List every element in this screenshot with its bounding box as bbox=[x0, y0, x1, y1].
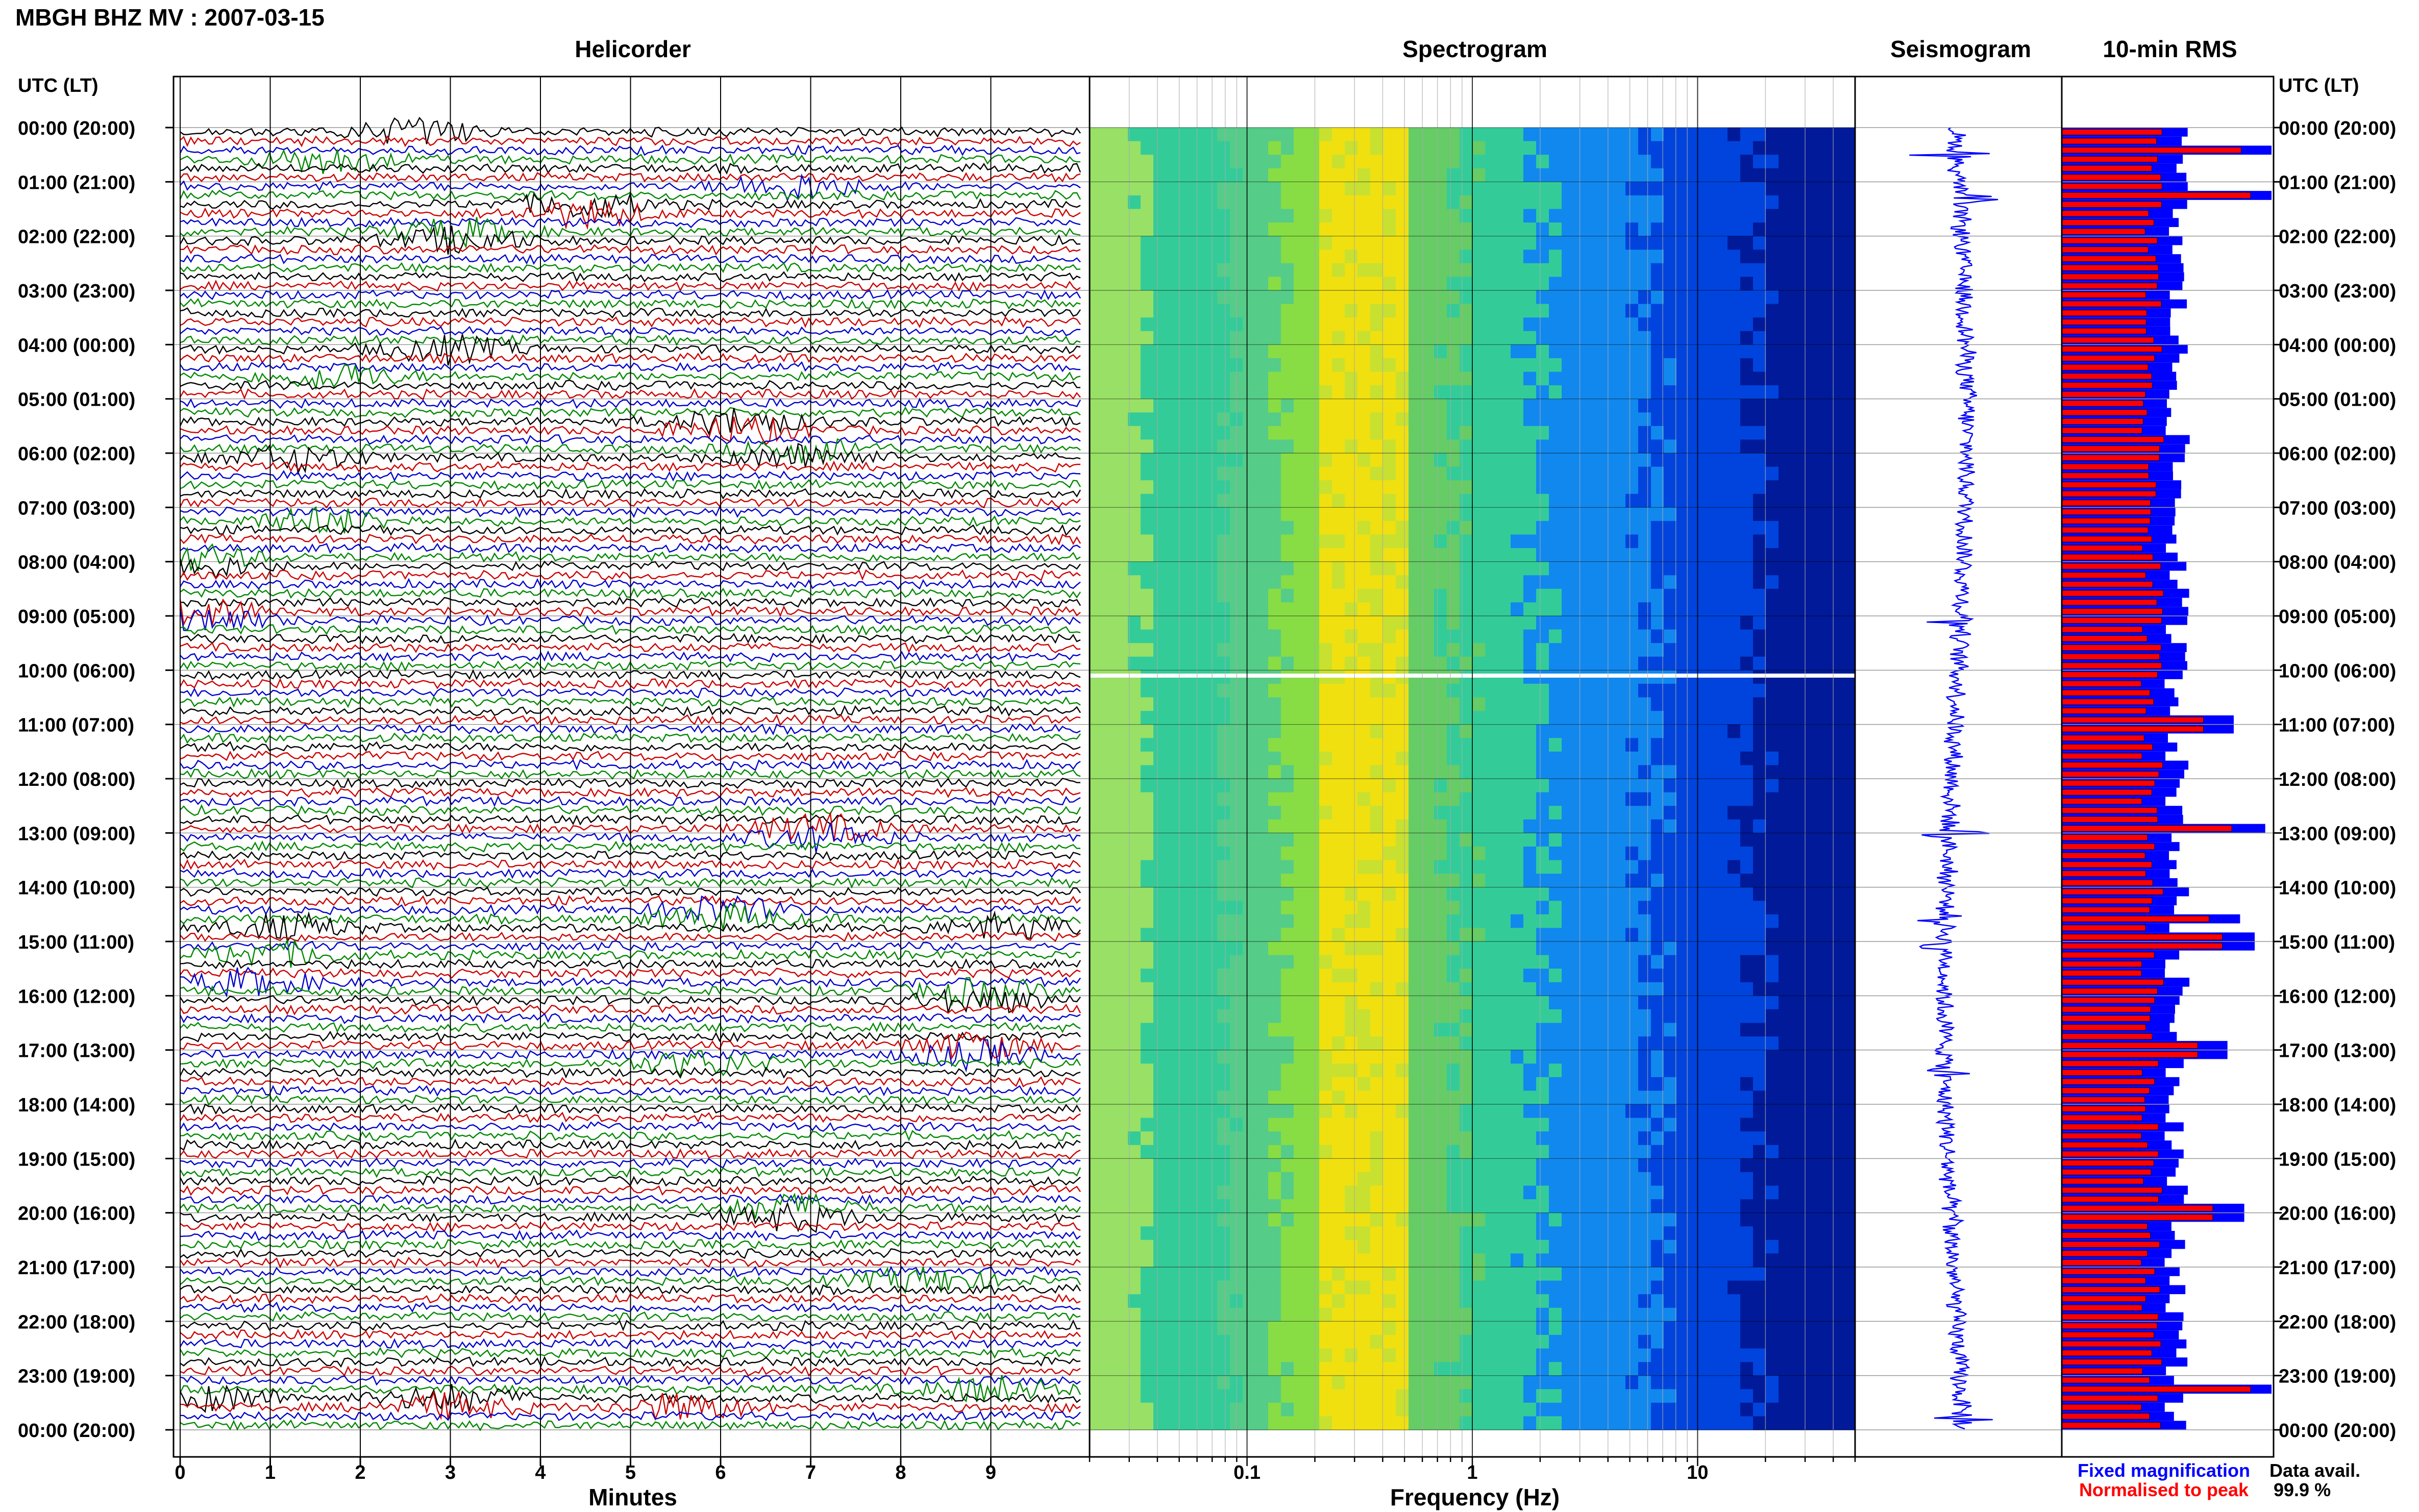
y-tick-label: 12:00 (08:00) bbox=[18, 769, 135, 790]
y-tick-label: 00:00 (20:00) bbox=[2279, 118, 2396, 139]
y-tick-label: 12:00 (08:00) bbox=[2279, 769, 2396, 790]
data-avail-label: Data avail. bbox=[2269, 1460, 2360, 1481]
y-tick-label: 20:00 (16:00) bbox=[18, 1203, 135, 1225]
y-tick-label: 09:00 (05:00) bbox=[2279, 606, 2396, 628]
x-tick-label: 7 bbox=[805, 1462, 816, 1483]
spectrogram-x-ticks: 0.1 1 10 bbox=[1233, 1462, 1708, 1483]
x-tick-label: 9 bbox=[985, 1462, 996, 1483]
x-tick-label: 1 bbox=[265, 1462, 276, 1483]
y-tick-label: 21:00 (17:00) bbox=[2279, 1257, 2396, 1279]
y-tick-label: 17:00 (13:00) bbox=[18, 1040, 135, 1062]
y-tick-label: 18:00 (14:00) bbox=[2279, 1095, 2396, 1116]
y-tick-label: 00:00 (20:00) bbox=[18, 118, 135, 139]
y-tick-label: 16:00 (12:00) bbox=[2279, 986, 2396, 1007]
y-tick-label: 14:00 (10:00) bbox=[2279, 878, 2396, 899]
x-tick-label: 8 bbox=[895, 1462, 906, 1483]
y-tick-label: 16:00 (12:00) bbox=[18, 986, 135, 1007]
spectrogram-x-label: Frequency (Hz) bbox=[1390, 1484, 1560, 1510]
y-tick-label: 09:00 (05:00) bbox=[18, 606, 135, 628]
x-tick-label: 1 bbox=[1467, 1462, 1477, 1483]
y-tick-label: 14:00 (10:00) bbox=[18, 878, 135, 899]
y-tick-label: 18:00 (14:00) bbox=[18, 1095, 135, 1116]
y-tick-label: 13:00 (09:00) bbox=[18, 823, 135, 845]
y-tick-labels-left: 00:00 (20:00) 01:00 (21:00) 02:00 (22:00) 0… bbox=[18, 118, 135, 1442]
y-tick-label: 01:00 (21:00) bbox=[18, 172, 135, 193]
y-tick-label: 20:00 (16:00) bbox=[2279, 1203, 2396, 1225]
helicorder-title: Helicorder bbox=[575, 36, 691, 62]
y-tick-label: 10:00 (06:00) bbox=[18, 660, 135, 682]
y-tick-label: 19:00 (15:00) bbox=[2279, 1149, 2396, 1170]
y-tick-label: 07:00 (03:00) bbox=[18, 498, 135, 519]
y-tick-label: 21:00 (17:00) bbox=[18, 1257, 135, 1279]
spectrogram-title: Spectrogram bbox=[1402, 36, 1547, 62]
y-tick-label: 19:00 (15:00) bbox=[18, 1149, 135, 1170]
y-tick-label: 17:00 (13:00) bbox=[2279, 1040, 2396, 1062]
x-tick-label: 3 bbox=[445, 1462, 456, 1483]
y-label-right: UTC (LT) bbox=[2279, 75, 2359, 96]
legend-fixed: Fixed magnification bbox=[2078, 1460, 2250, 1481]
x-tick-label: 2 bbox=[355, 1462, 365, 1483]
y-tick-label: 23:00 (19:00) bbox=[18, 1366, 135, 1387]
y-tick-label: 06:00 (02:00) bbox=[18, 443, 135, 465]
y-tick-label: 15:00 (11:00) bbox=[2279, 932, 2395, 953]
y-tick-label: 05:00 (01:00) bbox=[18, 389, 135, 411]
x-tick-label: 0.1 bbox=[1233, 1462, 1261, 1483]
y-tick-label: 08:00 (04:00) bbox=[2279, 552, 2396, 574]
y-tick-label: 02:00 (22:00) bbox=[18, 227, 135, 248]
y-tick-label: 11:00 (07:00) bbox=[18, 715, 134, 736]
rms-bars bbox=[2061, 128, 2272, 1430]
seismogram-title: Seismogram bbox=[1890, 36, 2031, 62]
y-tick-label: 13:00 (09:00) bbox=[2279, 823, 2396, 845]
helicorder-x-ticks: 0 1 2 3 4 5 6 7 8 9 bbox=[175, 1462, 996, 1483]
helicorder-x-label: Minutes bbox=[588, 1484, 677, 1510]
y-tick-labels-right: 00:00 (20:00) 01:00 (21:00) 02:00 (22:00) 0… bbox=[2279, 118, 2396, 1442]
y-tick-label: 06:00 (02:00) bbox=[2279, 443, 2396, 465]
y-tick-label: 08:00 (04:00) bbox=[18, 552, 135, 574]
y-tick-label: 00:00 (20:00) bbox=[2279, 1420, 2396, 1442]
x-tick-label: 4 bbox=[535, 1462, 546, 1483]
x-tick-label: 10 bbox=[1687, 1462, 1708, 1483]
y-tick-label: 23:00 (19:00) bbox=[2279, 1366, 2396, 1387]
x-tick-label: 6 bbox=[715, 1462, 726, 1483]
x-tick-label: 0 bbox=[175, 1462, 185, 1483]
y-tick-label: 03:00 (23:00) bbox=[18, 281, 135, 302]
y-tick-label: 22:00 (18:00) bbox=[18, 1311, 135, 1333]
y-label-left: UTC (LT) bbox=[18, 75, 98, 96]
y-tick-label: 00:00 (20:00) bbox=[18, 1420, 135, 1442]
y-tick-label: 15:00 (11:00) bbox=[18, 932, 134, 953]
y-tick-label: 03:00 (23:00) bbox=[2279, 281, 2396, 302]
y-tick-label: 22:00 (18:00) bbox=[2279, 1311, 2396, 1333]
x-tick-label: 5 bbox=[625, 1462, 636, 1483]
panel-frames bbox=[165, 76, 2282, 1466]
rms-title: 10-min RMS bbox=[2103, 36, 2237, 62]
y-tick-label: 02:00 (22:00) bbox=[2279, 227, 2396, 248]
data-avail-value: 99.9 % bbox=[2274, 1479, 2331, 1500]
legend-normalised: Normalised to peak bbox=[2079, 1479, 2249, 1500]
y-tick-label: 10:00 (06:00) bbox=[2279, 660, 2396, 682]
y-tick-label: 11:00 (07:00) bbox=[2279, 715, 2395, 736]
y-tick-label: 05:00 (01:00) bbox=[2279, 389, 2396, 411]
y-tick-label: 07:00 (03:00) bbox=[2279, 498, 2396, 519]
y-tick-label: 01:00 (21:00) bbox=[2279, 172, 2396, 193]
page-title: MBGH BHZ MV : 2007-03-15 bbox=[15, 4, 325, 31]
y-tick-label: 04:00 (00:00) bbox=[2279, 335, 2396, 356]
y-tick-label: 04:00 (00:00) bbox=[18, 335, 135, 356]
